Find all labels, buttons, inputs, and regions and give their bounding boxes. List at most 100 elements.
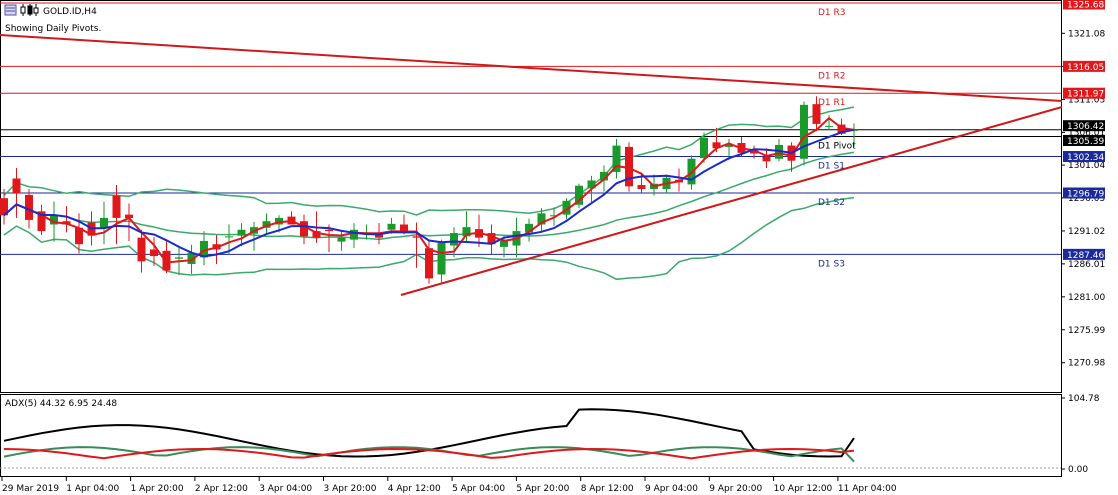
time-tick-label: 5 Apr 20:00 <box>516 484 569 494</box>
candle-body <box>762 156 771 162</box>
minus-di-line <box>3 447 855 460</box>
candle-body <box>800 104 808 159</box>
price-tag <box>1063 187 1105 199</box>
bollinger-upper <box>3 106 855 216</box>
price-tag <box>1063 134 1105 146</box>
candle-body <box>375 234 383 238</box>
adx-pane[interactable] <box>0 394 1062 477</box>
price-tick-label: 1301.04 <box>1068 161 1105 171</box>
candle-body <box>700 137 708 159</box>
time-tick-label: 10 Apr 12:00 <box>774 484 833 494</box>
candle-body <box>625 146 633 187</box>
time-tick-label: 1 Apr 20:00 <box>131 484 184 494</box>
time-tick-label: 4 Apr 12:00 <box>388 484 441 494</box>
trendlines <box>0 34 1063 296</box>
plus-di-line <box>3 446 855 463</box>
price-tick-label: 1296.05 <box>1068 194 1105 204</box>
candle-body <box>337 237 346 242</box>
candle-body <box>150 249 158 257</box>
price-tick-label: 1311.03 <box>1068 95 1105 105</box>
candle-body <box>0 198 8 216</box>
time-tick-label: 3 Apr 20:00 <box>324 484 377 494</box>
price-tick-label: 1286.01 <box>1068 260 1105 270</box>
adx-axis[interactable]: 104.78 0.00 <box>1061 394 1100 475</box>
candle-body <box>575 185 583 205</box>
candle-body <box>425 248 433 279</box>
candle-body <box>712 142 721 149</box>
candle-body <box>187 252 196 264</box>
price-tick-label: 1281.00 <box>1068 293 1105 303</box>
time-axis[interactable]: 29 Mar 2019 1 Apr 04:00 1 Apr 20:00 2 Apr 1… <box>1 477 897 494</box>
candle-body <box>100 217 108 228</box>
candle-body <box>437 242 446 275</box>
adx-indicator <box>0 408 1061 469</box>
candle-body <box>537 213 546 225</box>
candle-body <box>162 250 171 271</box>
time-tick-label: 9 Apr 20:00 <box>709 484 762 494</box>
candle-body <box>137 237 146 262</box>
price-tick-label: 1291.02 <box>1068 227 1105 237</box>
candle-body <box>400 224 408 234</box>
time-tick-label: 1 Apr 04:00 <box>66 484 119 494</box>
price-tag-label: 1302.34 <box>1067 153 1104 163</box>
candle-body <box>562 200 571 215</box>
candle-body <box>500 240 508 247</box>
chart-header: GOLD.ID,H4 Showing Daily Pivots. <box>4 4 101 34</box>
candles-icon <box>20 4 39 16</box>
price-tag <box>1063 60 1105 72</box>
chart-subtitle: Showing Daily Pivots. <box>5 24 101 34</box>
time-tick-label: 8 Apr 12:00 <box>581 484 634 494</box>
candle-body <box>300 221 308 237</box>
candle-body <box>12 178 21 194</box>
candle-body <box>350 229 358 240</box>
main-pane[interactable] <box>0 0 1062 393</box>
pivot-label: D1 S1 <box>818 162 845 172</box>
price-tag <box>1063 151 1105 163</box>
candle-body <box>837 124 846 134</box>
price-tag-label: 1305.39 <box>1067 137 1104 147</box>
price-tick-label: 1275.99 <box>1068 326 1105 336</box>
candle-body <box>725 144 733 147</box>
chart-symbol: GOLD.ID,H4 <box>43 7 97 17</box>
pivot-label: D1 R1 <box>818 98 846 108</box>
resistance-trendline <box>0 34 1063 102</box>
candle-body <box>25 194 33 220</box>
price-tag-label: 1325.68 <box>1067 1 1104 11</box>
candle-body <box>637 185 646 189</box>
candle-body <box>37 211 46 232</box>
candle-body <box>525 223 533 233</box>
price-tag-label: 1296.79 <box>1067 190 1104 200</box>
candle-body <box>600 171 608 181</box>
price-tick-label: 1321.08 <box>1068 29 1105 39</box>
candle-body <box>550 215 558 217</box>
time-tick-label: 9 Apr 04:00 <box>645 484 698 494</box>
support-trendline <box>400 106 1063 296</box>
price-tick-label: 1306.01 <box>1068 128 1105 138</box>
time-tick-label: 29 Mar 2019 <box>2 484 59 494</box>
candle-body <box>75 227 83 245</box>
candle-body <box>487 233 496 245</box>
pivot-label: D1 R2 <box>818 71 846 81</box>
time-tick-label: 11 Apr 04:00 <box>838 484 897 494</box>
candle-body <box>750 149 758 154</box>
candle-body <box>225 236 233 238</box>
price-tag <box>1063 0 1105 10</box>
price-tag <box>1063 120 1105 132</box>
adx-tick-label: 0.00 <box>1068 465 1088 475</box>
window-menu-icon[interactable] <box>4 4 17 16</box>
price-tick-label: 1270.98 <box>1068 359 1105 369</box>
adx-label: ADX(5) 44.32 6.95 24.48 <box>5 399 117 409</box>
candle-body <box>387 223 396 230</box>
pivot-label: D1 S2 <box>818 198 845 208</box>
candle-body <box>412 236 421 238</box>
time-tick-label: 2 Apr 12:00 <box>195 484 248 494</box>
time-tick-label: 3 Apr 04:00 <box>259 484 312 494</box>
candle-body <box>450 233 458 246</box>
candle-body <box>825 125 833 127</box>
candle-body <box>125 214 133 218</box>
price-tag-label: 1306.42 <box>1067 122 1104 132</box>
candle-body <box>200 240 208 258</box>
pivot-label: D1 R3 <box>818 8 846 18</box>
price-tag-label: 1316.05 <box>1067 63 1104 73</box>
